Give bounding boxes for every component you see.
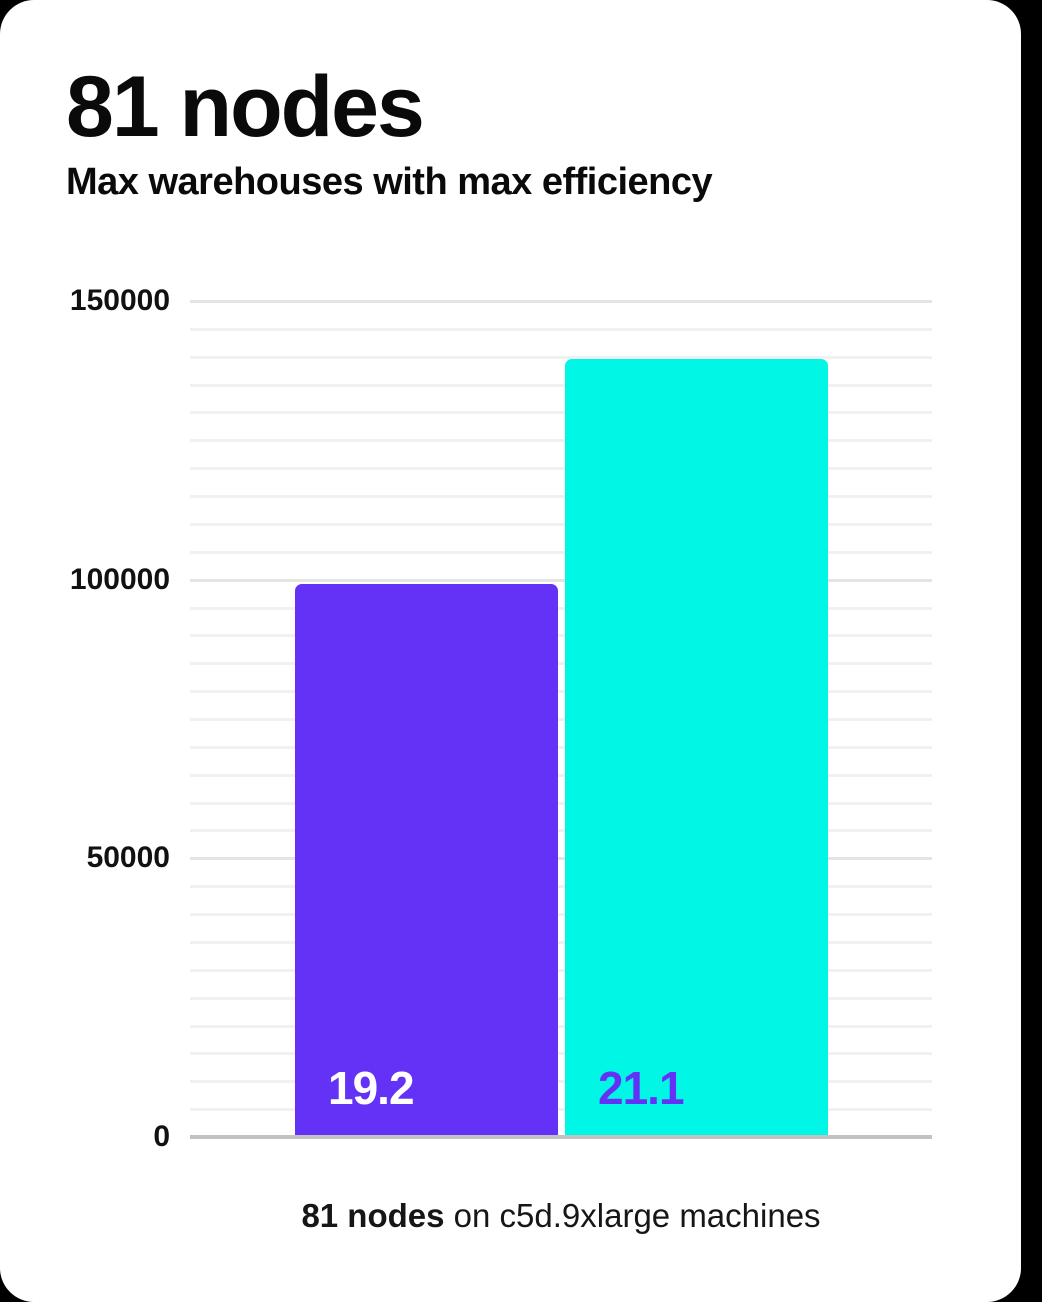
bar-21.1: 21.1 [565, 359, 828, 1139]
minor-gridline [190, 969, 932, 972]
minor-gridline [190, 885, 932, 888]
major-gridline [190, 300, 932, 303]
y-axis-tick-label: 100000 [69, 563, 170, 596]
minor-gridline [190, 690, 932, 693]
x-axis-line [190, 1135, 932, 1139]
y-axis-tick-label: 50000 [86, 841, 170, 874]
page-subtitle: Max warehouses with max efficiency [66, 161, 713, 203]
minor-gridline [190, 356, 932, 359]
bar-chart: 19.2 21.1 0 50000 100000 150000 [69, 284, 932, 1153]
minor-gridline [190, 997, 932, 1000]
major-gridline [190, 857, 932, 860]
minor-gridline [190, 551, 932, 554]
minor-gridline [190, 774, 932, 777]
y-axis-tick-label: 0 [153, 1120, 170, 1153]
minor-gridline [190, 328, 932, 331]
minor-gridline [190, 411, 932, 414]
minor-gridline [190, 467, 932, 470]
minor-gridline [190, 829, 932, 832]
minor-gridline [190, 495, 932, 498]
minor-gridline [190, 718, 932, 721]
bar-value-label: 19.2 [328, 1062, 415, 1114]
minor-gridline [190, 607, 932, 610]
page-title: 81 nodes [66, 59, 425, 155]
minor-gridline [190, 1108, 932, 1111]
minor-gridline [190, 913, 932, 916]
minor-gridline [190, 1025, 932, 1028]
minor-gridline [190, 384, 932, 387]
minor-gridline [190, 439, 932, 442]
minor-gridline [190, 634, 932, 637]
minor-gridline [190, 1052, 932, 1055]
minor-gridline [190, 523, 932, 526]
y-axis-tick-label: 150000 [69, 284, 170, 317]
minor-gridline [190, 802, 932, 805]
bar-value-label: 21.1 [598, 1062, 685, 1114]
chart-card: 81 nodes Max warehouses with max efficie… [0, 0, 1021, 1302]
minor-gridline [190, 662, 932, 665]
chart-caption: 81 nodes on c5d.9xlarge machines [190, 1196, 932, 1236]
minor-gridline [190, 746, 932, 749]
major-gridline [190, 579, 932, 582]
minor-gridline [190, 941, 932, 944]
caption-bold-text: 81 nodes [301, 1197, 445, 1234]
caption-regular-text: on c5d.9xlarge machines [444, 1197, 821, 1234]
bar-19.2: 19.2 [295, 584, 558, 1139]
minor-gridline [190, 1080, 932, 1083]
